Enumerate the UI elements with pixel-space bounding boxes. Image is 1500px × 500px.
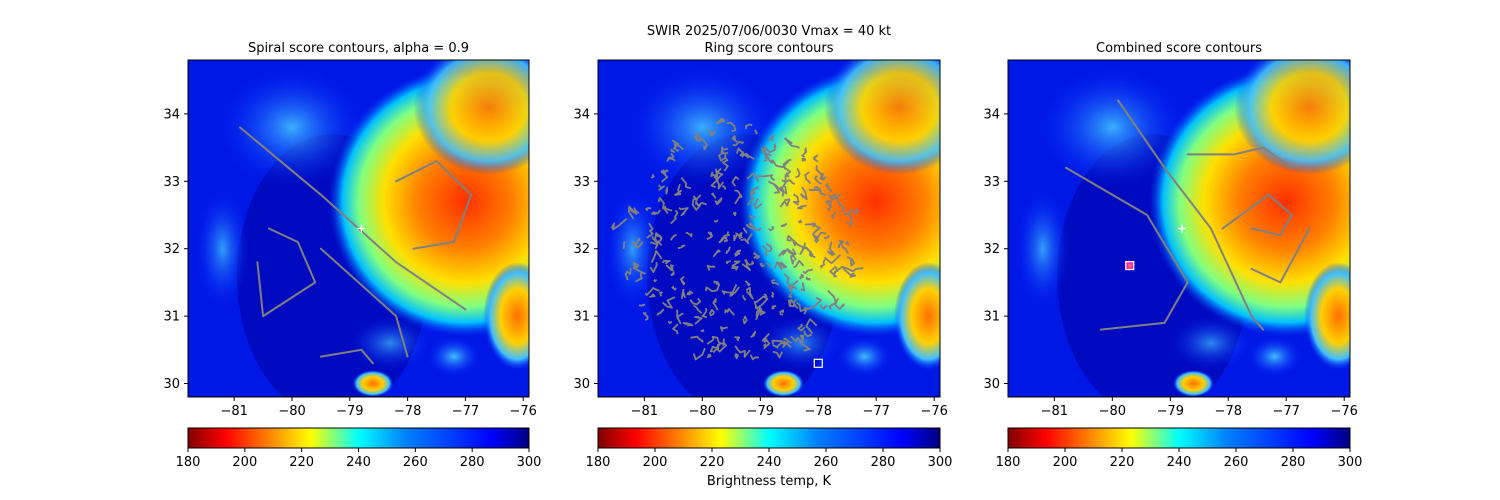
y-tick-label: 32 xyxy=(573,242,590,257)
colorbar-tick-label: 260 xyxy=(403,455,428,470)
panel-title: Combined score contours xyxy=(1096,41,1262,56)
colorbar-tick-label: 220 xyxy=(289,455,314,470)
axes-frame xyxy=(597,59,941,398)
colorbar xyxy=(1007,427,1351,449)
brightness-image xyxy=(1008,60,1350,397)
score-contour-5 xyxy=(319,348,374,365)
colorbar-tick-label: 200 xyxy=(643,455,668,470)
brightness-image xyxy=(188,60,529,397)
score-contour-4 xyxy=(256,227,317,318)
y-tick-label: 34 xyxy=(983,107,1000,122)
y-tick-label: 33 xyxy=(163,175,180,190)
x-tick-label: −78 xyxy=(1215,404,1242,419)
colorbar-tick-label: 220 xyxy=(700,455,725,470)
colorbar-tick-label: 240 xyxy=(757,455,782,470)
score-contour-1 xyxy=(319,247,409,358)
y-tick-label: 34 xyxy=(163,107,180,122)
y-tick-label: 32 xyxy=(163,242,180,257)
colorbar xyxy=(187,427,530,449)
x-tick-label: −80 xyxy=(278,404,305,419)
panel-3: Combined score contours −81 −80 −79 −78 −77 −7… xyxy=(983,41,1363,470)
axes-frame xyxy=(1007,59,1351,398)
colorbar-tick-label: 260 xyxy=(1224,455,1249,470)
colorbar-tick-label: 180 xyxy=(586,455,611,470)
center-marker xyxy=(357,224,366,233)
axes-frame xyxy=(187,59,530,398)
y-tick-label: 30 xyxy=(573,377,590,392)
colorbar-tick-label: 260 xyxy=(814,455,839,470)
panel-title: Spiral score contours, alpha = 0.9 xyxy=(248,41,469,56)
x-tick-label: −81 xyxy=(1041,404,1068,419)
score-contour-5 xyxy=(1250,227,1311,284)
colorbar xyxy=(597,427,941,449)
panel-1: Spiral score contours, alpha = 0.9 −81 −80… xyxy=(163,41,542,470)
colorbar-tick-label: 300 xyxy=(928,455,953,470)
y-tick-label: 31 xyxy=(573,310,590,325)
x-tick-label: −78 xyxy=(394,404,421,419)
score-contour-3 xyxy=(1221,193,1293,237)
x-tick-label: −76 xyxy=(510,404,537,419)
colorbar-tick-label: 280 xyxy=(1281,455,1306,470)
x-tick-label: −76 xyxy=(920,404,947,419)
score-contour-4 xyxy=(1065,166,1189,331)
score-contour-1 xyxy=(1117,99,1265,331)
y-tick-label: 34 xyxy=(573,107,590,122)
y-tick-label: 33 xyxy=(983,175,1000,190)
brightness-image xyxy=(598,60,940,397)
x-tick-label: −78 xyxy=(805,404,832,419)
colorbar-tick-label: 200 xyxy=(232,455,257,470)
colorbar-tick-label: 200 xyxy=(1053,455,1078,470)
x-tick-label: −77 xyxy=(863,404,890,419)
colorbar-tick-label: 280 xyxy=(871,455,896,470)
x-tick-label: −81 xyxy=(221,404,248,419)
x-tick-label: −81 xyxy=(631,404,658,419)
y-tick-label: 33 xyxy=(573,175,590,190)
x-tick-label: −80 xyxy=(1099,404,1126,419)
y-tick-label: 30 xyxy=(983,377,1000,392)
x-tick-label: −79 xyxy=(336,404,363,419)
colorbar-tick-label: 300 xyxy=(517,455,542,470)
colorbar-label: Brightness temp, K xyxy=(707,474,832,489)
center-marker xyxy=(1177,224,1186,233)
score-contour-3 xyxy=(395,160,473,250)
x-tick-label: −79 xyxy=(1157,404,1184,419)
y-tick-label: 31 xyxy=(163,310,180,325)
y-tick-label: 32 xyxy=(983,242,1000,257)
ring-contour-field xyxy=(610,117,864,361)
colorbar-tick-label: 240 xyxy=(346,455,371,470)
panel-2: Ring score contours −81 −80 −79 −78 −77 −76 30 3… xyxy=(573,41,953,470)
figure-suptitle: SWIR 2025/07/06/0030 Vmax = 40 kt xyxy=(647,24,891,39)
y-tick-label: 30 xyxy=(163,377,180,392)
best-location-marker xyxy=(1125,260,1135,271)
x-tick-label: −80 xyxy=(689,404,716,419)
x-tick-label: −79 xyxy=(747,404,774,419)
colorbar-tick-label: 180 xyxy=(996,455,1021,470)
panel-title: Ring score contours xyxy=(704,41,833,56)
score-contour-2 xyxy=(1186,146,1293,169)
y-tick-label: 31 xyxy=(983,310,1000,325)
colorbar-tick-label: 280 xyxy=(460,455,485,470)
best-location-marker xyxy=(813,358,823,368)
x-tick-label: −76 xyxy=(1330,404,1357,419)
colorbar-tick-label: 240 xyxy=(1167,455,1192,470)
x-tick-label: −77 xyxy=(452,404,479,419)
colorbar-tick-label: 300 xyxy=(1338,455,1363,470)
colorbar-tick-label: 220 xyxy=(1110,455,1135,470)
colorbar-tick-label: 180 xyxy=(176,455,201,470)
x-tick-label: −77 xyxy=(1273,404,1300,419)
